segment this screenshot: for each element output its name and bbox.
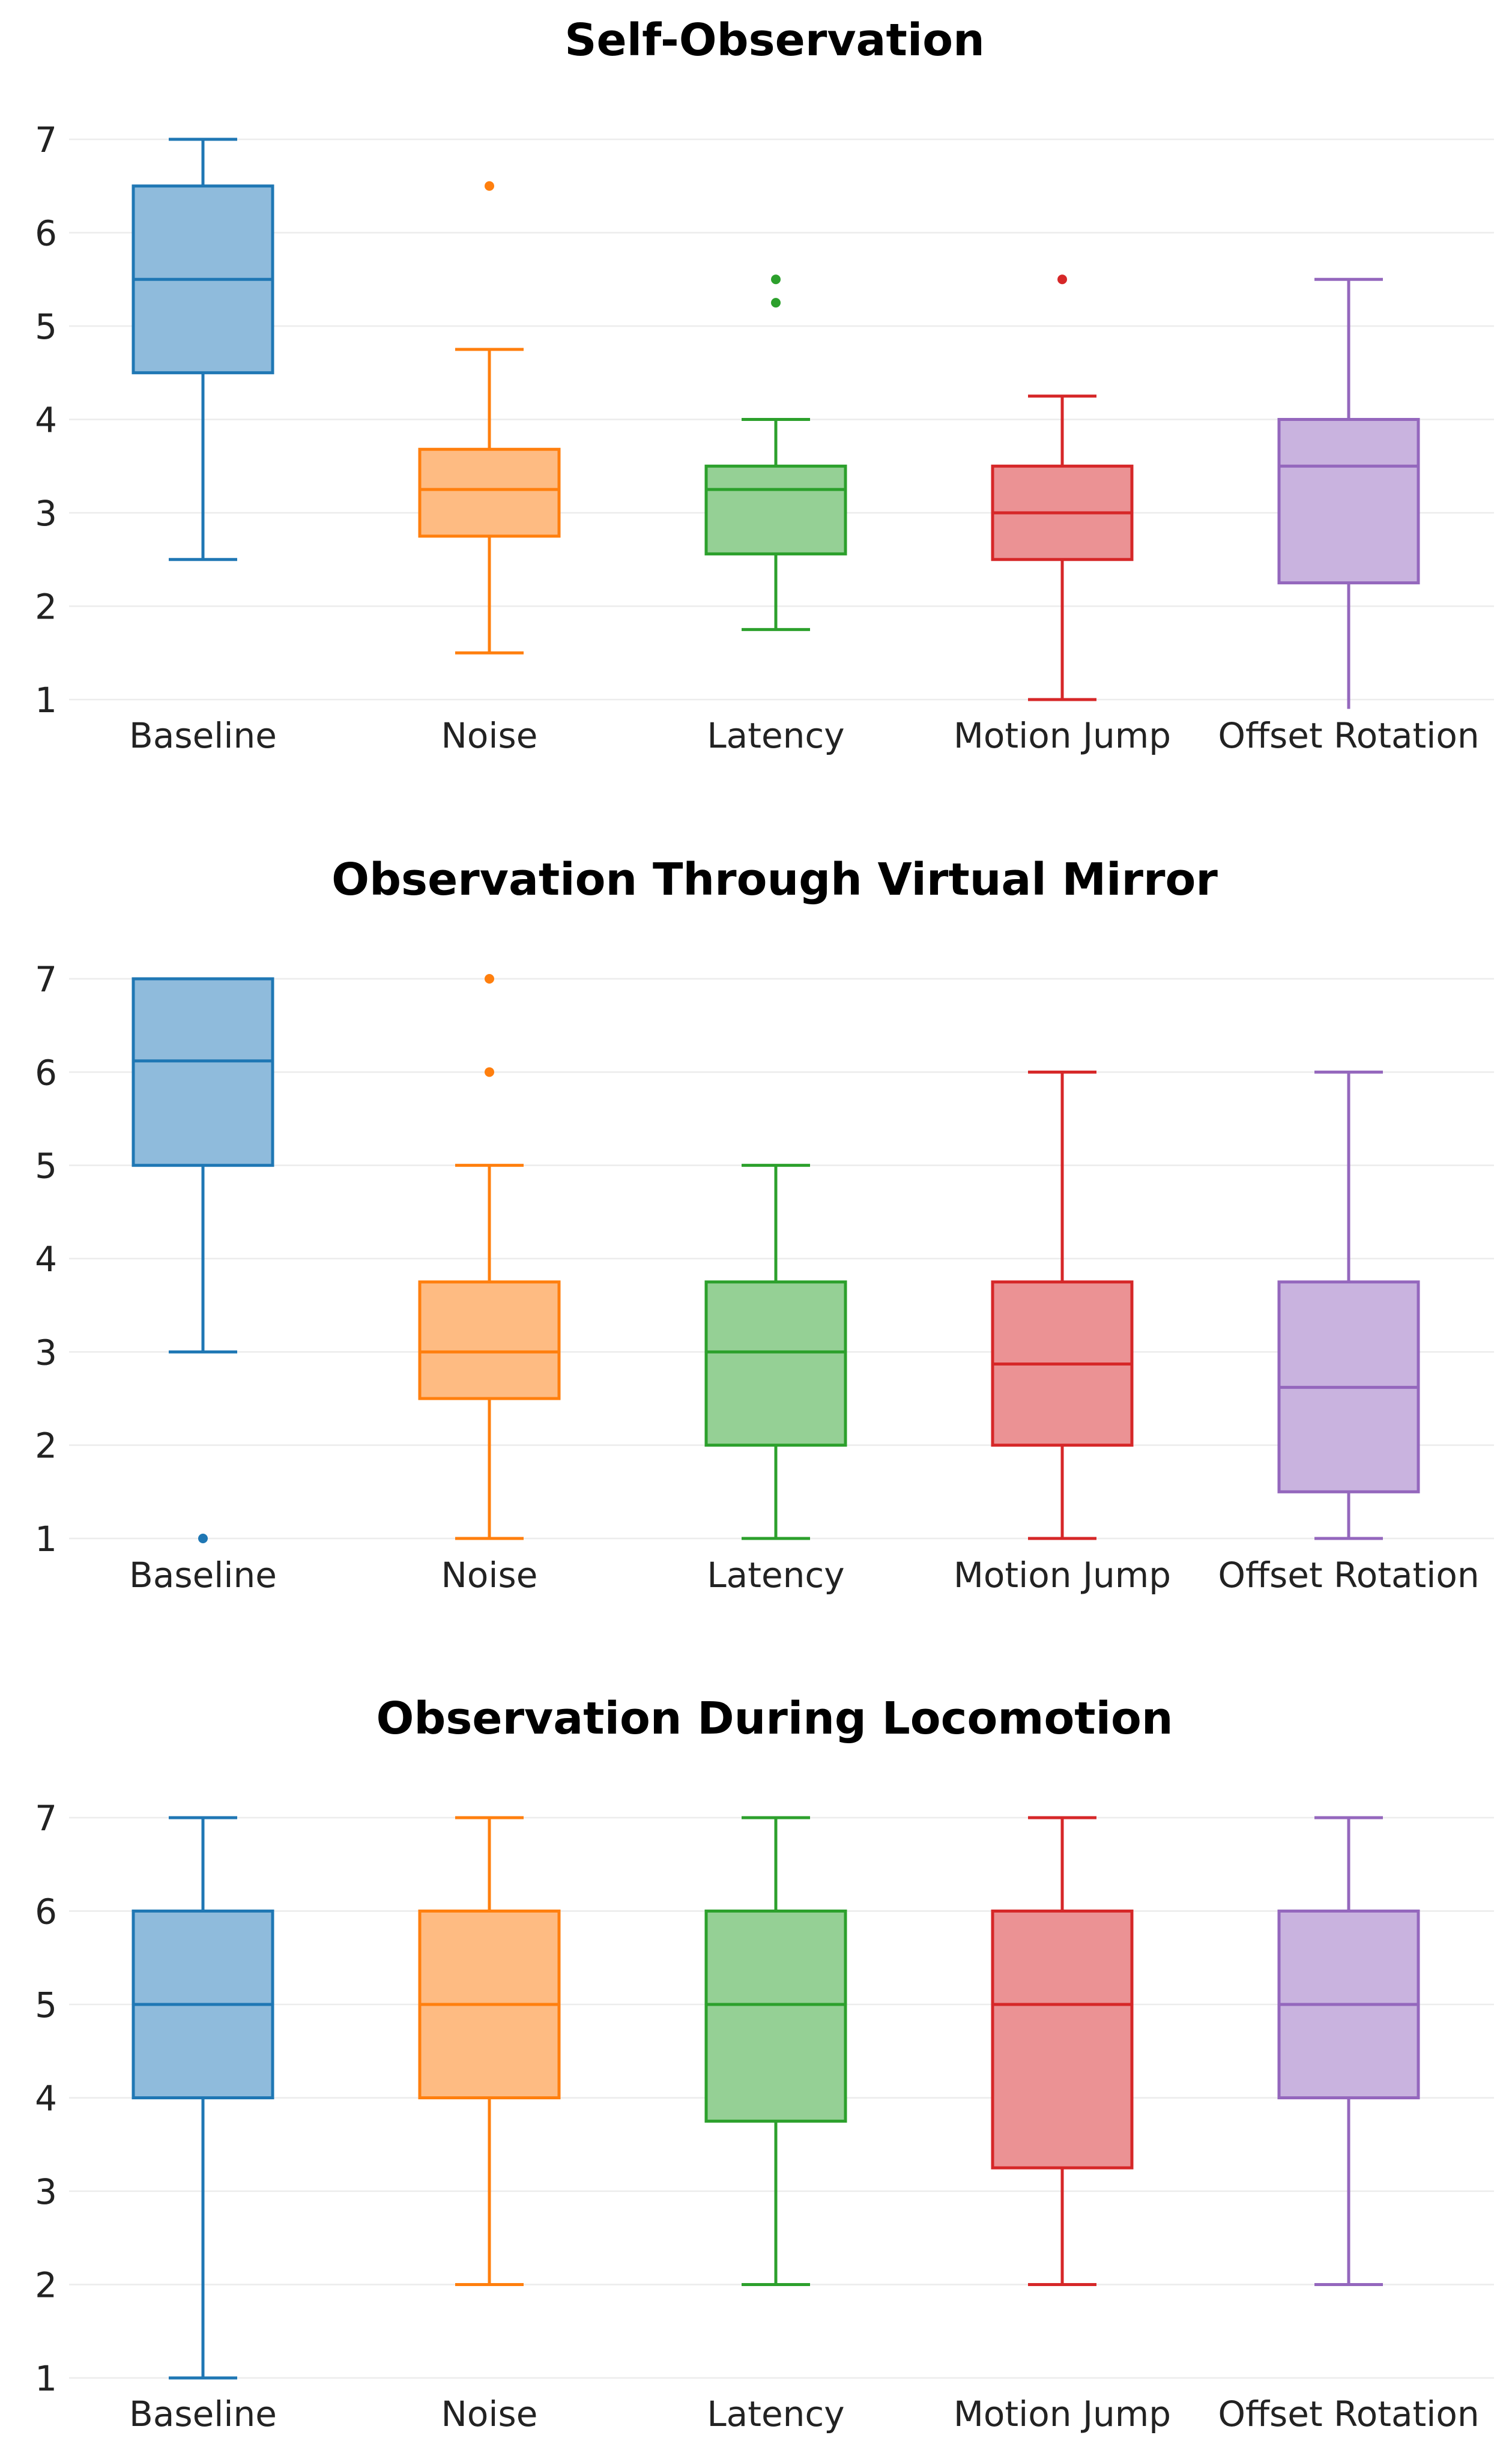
y-tick-label: 2 — [35, 587, 57, 628]
iqr-box — [704, 1280, 847, 1447]
y-tick-label: 6 — [35, 1052, 57, 1093]
box-noise — [418, 974, 561, 1540]
box-baseline — [132, 1816, 274, 2380]
panel-observation-during-locomotion: Observation During Locomotion 1 2 3 4 5 6 7 Base… — [35, 1693, 1494, 2434]
x-tick-label: Offset Rotation — [1218, 1555, 1479, 1596]
y-tick-label: 5 — [35, 1985, 57, 2025]
x-tick-label: Latency — [707, 1555, 844, 1596]
iqr-box — [418, 447, 561, 538]
iqr-box — [132, 977, 274, 1167]
x-tick-label: Motion Jump — [954, 715, 1171, 756]
box-offset-rotation — [1277, 277, 1420, 709]
x-tick-label: Offset Rotation — [1218, 715, 1479, 756]
outlier-point — [1057, 274, 1067, 285]
y-tick-label: 4 — [35, 400, 57, 441]
box-motion-jump — [991, 274, 1134, 701]
box-latency — [704, 1816, 847, 2286]
y-tick-label: 1 — [35, 2358, 57, 2399]
outlier-point — [198, 1534, 208, 1543]
x-tick-label: Baseline — [129, 2394, 277, 2434]
box-offset-rotation — [1277, 1070, 1420, 1540]
box-latency — [704, 274, 847, 631]
chart-title: Observation Through Virtual Mirror — [331, 854, 1218, 906]
chart-title: Observation During Locomotion — [376, 1693, 1173, 1744]
iqr-box — [704, 464, 847, 555]
box-noise — [418, 1816, 561, 2286]
y-tick-label: 6 — [35, 1892, 57, 1932]
box-noise — [418, 181, 561, 655]
x-tick-label: Noise — [441, 2394, 538, 2434]
y-tick-label: 6 — [35, 213, 57, 254]
y-tick-label: 3 — [35, 2171, 57, 2212]
box-baseline — [132, 977, 274, 1543]
y-tick-label: 4 — [35, 2078, 57, 2119]
box-motion-jump — [991, 1816, 1134, 2286]
x-tick-label: Motion Jump — [954, 1555, 1171, 1596]
x-tick-label: Noise — [441, 715, 538, 756]
x-tick-label: Offset Rotation — [1218, 2394, 1479, 2434]
x-tick-label: Baseline — [129, 715, 277, 756]
outlier-point — [485, 974, 494, 984]
y-tick-label: 7 — [35, 1798, 57, 1839]
y-tick-label: 5 — [35, 306, 57, 347]
x-tick-label: Motion Jump — [954, 2394, 1171, 2434]
y-tick-label: 1 — [35, 1519, 57, 1559]
y-tick-label: 3 — [35, 493, 57, 534]
y-tick-label: 1 — [35, 680, 57, 721]
y-tick-label: 4 — [35, 1239, 57, 1280]
box-motion-jump — [991, 1070, 1134, 1540]
y-tick-label: 3 — [35, 1332, 57, 1373]
x-tick-label: Latency — [707, 2394, 844, 2434]
outlier-point — [485, 181, 494, 191]
x-tick-label: Latency — [707, 715, 844, 756]
iqr-box — [991, 1910, 1134, 2170]
panel-observation-through-virtual-mirror: Observation Through Virtual Mirror 1 2 3 4 5 6… — [35, 854, 1494, 1596]
y-tick-label: 7 — [35, 119, 57, 160]
outlier-point — [771, 298, 781, 308]
x-tick-label: Noise — [441, 1555, 538, 1596]
iqr-box — [704, 1910, 847, 2123]
outlier-point — [771, 274, 781, 285]
y-tick-label: 2 — [35, 2265, 57, 2306]
iqr-box — [418, 1280, 561, 1400]
iqr-box — [1277, 418, 1420, 585]
y-tick-label: 2 — [35, 1426, 57, 1466]
y-tick-label: 7 — [35, 959, 57, 1000]
panel-self-observation: Self-Observation 1 2 3 4 5 6 7 Baseline Noise Late… — [35, 14, 1494, 756]
outlier-point — [485, 1067, 494, 1077]
box-latency — [704, 1164, 847, 1540]
box-offset-rotation — [1277, 1816, 1420, 2286]
y-tick-label: 5 — [35, 1146, 57, 1187]
x-tick-label: Baseline — [129, 1555, 277, 1596]
box-baseline — [132, 138, 274, 561]
chart-title: Self-Observation — [564, 14, 985, 66]
